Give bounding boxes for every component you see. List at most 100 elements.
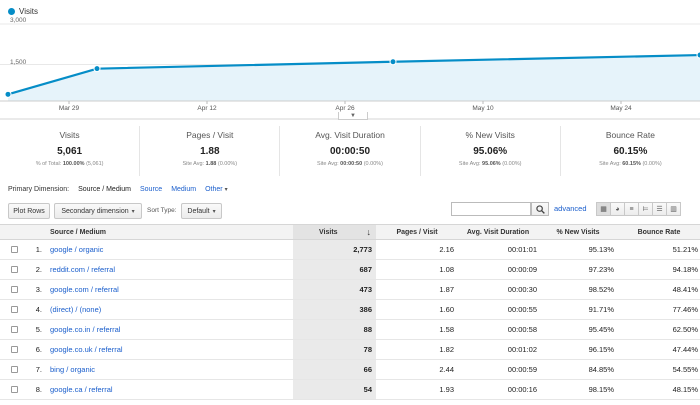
- header-pages-per-visit[interactable]: Pages / Visit: [396, 228, 438, 236]
- header-visits-label: Visits: [319, 228, 338, 236]
- row-checkbox[interactable]: [11, 286, 18, 293]
- scorecard-new-visits: % New Visits 95.06% Site Avg: 95.06% (0.…: [421, 126, 561, 176]
- header-new-visits[interactable]: % New Visits: [556, 228, 600, 236]
- row-source-medium-link[interactable]: google.ca / referral: [50, 385, 113, 394]
- row-checkbox-cell: [11, 240, 18, 259]
- primary-dimension-bar: Primary Dimension: Source / Medium Sourc…: [8, 186, 228, 193]
- row-number: 3.: [35, 285, 42, 294]
- row-checkbox-cell: [11, 380, 18, 399]
- legend-dot-icon: [8, 8, 15, 15]
- row-avg-visit-duration: 00:01:02: [507, 345, 537, 354]
- scorecard-value: 95.06%: [473, 146, 508, 157]
- scorecard-sub-bold: 95.06%: [482, 161, 501, 167]
- row-checkbox[interactable]: [11, 246, 18, 253]
- row-bounce-rate: 47.44%: [672, 345, 698, 354]
- row-pages-per-visit: 1.82: [439, 345, 454, 354]
- data-table: Source / Medium Visits ↓ Pages / Visit A…: [0, 224, 700, 400]
- dimension-link-medium[interactable]: Medium: [171, 186, 197, 193]
- row-checkbox[interactable]: [11, 346, 18, 353]
- row-checkbox[interactable]: [11, 266, 18, 273]
- scorecard-bounce-rate: Bounce Rate 60.15% Site Avg: 60.15% (0.0…: [561, 126, 700, 176]
- scorecard-sub-suffix: (5,061): [86, 161, 104, 167]
- plot-rows-label: Plot Rows: [13, 207, 45, 215]
- scorecard-value: 60.15%: [613, 146, 648, 157]
- table-view-icon[interactable]: ▦: [596, 202, 611, 216]
- row-source-medium-link[interactable]: google.co.uk / referral: [50, 345, 123, 354]
- scorecard-pages-per-visit: Pages / Visit 1.88 Site Avg: 1.88 (0.00%…: [140, 126, 281, 176]
- row-source-medium-link[interactable]: google.com / referral: [50, 285, 119, 294]
- dimension-link-other[interactable]: Other ▾: [205, 186, 227, 193]
- row-checkbox[interactable]: [11, 366, 18, 373]
- row-avg-visit-duration: 00:00:59: [507, 365, 537, 374]
- pivot-view-icon[interactable]: ▥: [666, 202, 681, 216]
- row-checkbox[interactable]: [11, 306, 18, 313]
- dimension-link-source[interactable]: Source: [140, 186, 163, 193]
- plot-rows-button[interactable]: Plot Rows: [8, 203, 50, 219]
- scorecard-sub-prefix: % of Total:: [35, 161, 62, 167]
- term-cloud-view-icon[interactable]: ☰: [652, 202, 667, 216]
- scorecard-sub-bold: 60.15%: [622, 161, 641, 167]
- data-point: [696, 51, 700, 59]
- scorecard-sub: Site Avg: 60.15% (0.00%): [561, 161, 700, 167]
- table-row: 5. google.co.in / referral 88 1.58 00:00:58 9…: [0, 320, 700, 340]
- header-avg-visit-duration[interactable]: Avg. Visit Duration: [466, 228, 530, 236]
- row-source-medium-link[interactable]: reddit.com / referral: [50, 265, 116, 274]
- y-tick-label: 3,000: [10, 17, 27, 24]
- chart-collapse-handle[interactable]: ▼: [338, 112, 368, 120]
- pie-view-icon[interactable]: ◕: [610, 202, 625, 216]
- scorecard-sub-suffix: (0.00%): [642, 161, 662, 167]
- row-new-visits: 84.85%: [588, 365, 614, 374]
- row-checkbox[interactable]: [11, 386, 18, 393]
- scorecard-value: 5,061: [57, 146, 83, 157]
- performance-view-icon[interactable]: ≡: [624, 202, 639, 216]
- row-new-visits: 97.23%: [588, 265, 614, 274]
- chevron-down-icon: ▾: [224, 187, 228, 193]
- scorecard-avg-duration: Avg. Visit Duration 00:00:50 Site Avg: 0…: [280, 126, 421, 176]
- row-bounce-rate: 94.18%: [672, 265, 698, 274]
- table-row: 4. (direct) / (none) 386 1.60 00:00:55 91.71%…: [0, 300, 700, 320]
- search-icon: [535, 204, 545, 214]
- row-source-medium-link[interactable]: google.co.in / referral: [50, 325, 121, 334]
- header-visits[interactable]: Visits ↓: [293, 225, 376, 239]
- row-avg-visit-duration: 00:00:09: [507, 265, 537, 274]
- sort-arrow-down-icon: ↓: [366, 227, 372, 237]
- scorecard-sub-suffix: (0.00%): [502, 161, 522, 167]
- row-pages-per-visit: 1.08: [439, 265, 454, 274]
- table-search-input[interactable]: [451, 202, 531, 216]
- dimension-current: Source / Medium: [78, 186, 131, 193]
- scorecard-label: Avg. Visit Duration: [315, 130, 385, 140]
- row-source-medium-link[interactable]: bing / organic: [50, 365, 96, 374]
- scorecard-sub-bold: 1.88: [205, 161, 217, 167]
- row-checkbox-cell: [11, 360, 18, 379]
- advanced-filter-link[interactable]: advanced: [554, 204, 587, 213]
- secondary-dimension-dropdown[interactable]: Secondary dimension ▾: [54, 203, 142, 219]
- header-source-medium[interactable]: Source / Medium: [50, 228, 107, 236]
- chevron-down-icon: ▾: [212, 208, 216, 215]
- row-number: 1.: [35, 245, 42, 254]
- row-bounce-rate: 54.55%: [672, 365, 698, 374]
- row-new-visits: 96.15%: [588, 345, 614, 354]
- row-checkbox[interactable]: [11, 326, 18, 333]
- row-source-medium-link[interactable]: (direct) / (none): [50, 305, 102, 314]
- row-visits: 78: [293, 340, 376, 359]
- row-visits: 473: [293, 280, 376, 299]
- comparison-view-icon[interactable]: ⊨: [638, 202, 653, 216]
- sort-type-dropdown[interactable]: Default ▾: [181, 203, 222, 219]
- row-source-medium-link[interactable]: google / organic: [50, 245, 104, 254]
- scorecard-label: Pages / Visit: [186, 130, 234, 140]
- search-button[interactable]: [531, 202, 549, 216]
- header-bounce-rate[interactable]: Bounce Rate: [637, 228, 681, 236]
- row-pages-per-visit: 2.16: [439, 245, 454, 254]
- row-pages-per-visit: 1.87: [439, 285, 454, 294]
- secondary-dimension-label: Secondary dimension: [61, 207, 129, 215]
- scorecard-sub-suffix: (0.00%): [363, 161, 383, 167]
- sort-type-value: Default: [187, 207, 210, 215]
- row-number: 7.: [35, 365, 42, 374]
- row-number: 2.: [35, 265, 42, 274]
- row-bounce-rate: 48.15%: [672, 385, 698, 394]
- row-bounce-rate: 48.41%: [672, 285, 698, 294]
- chart-legend[interactable]: Visits: [8, 7, 38, 16]
- scorecard-sub-bold: 100.00%: [62, 161, 85, 167]
- row-visits: 2,773: [293, 240, 376, 259]
- row-visits: 88: [293, 320, 376, 339]
